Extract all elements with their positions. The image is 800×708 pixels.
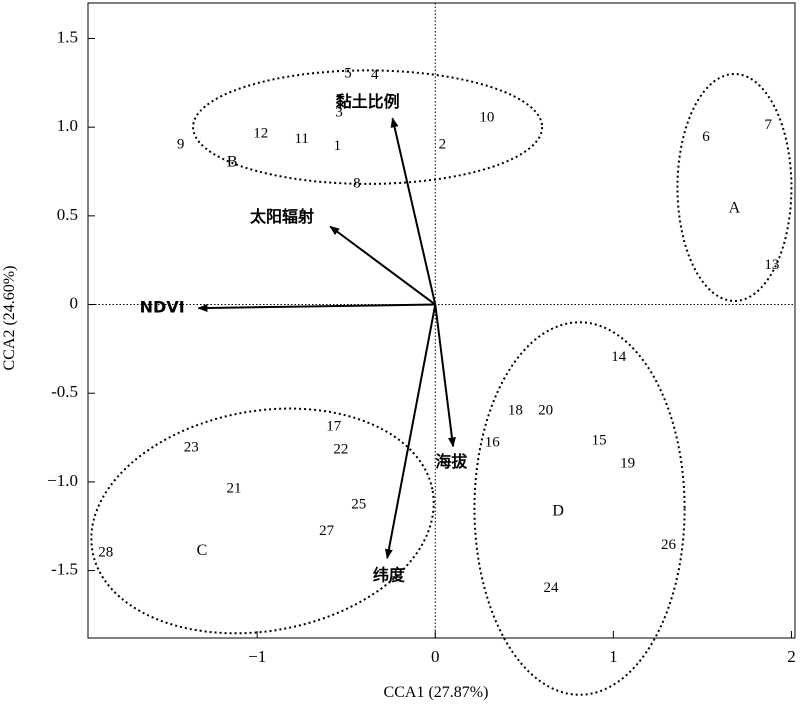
- site-point-5: 5: [344, 65, 352, 81]
- site-point-13: 13: [764, 257, 779, 273]
- group-ellipse-b: [192, 69, 544, 185]
- site-point-25: 25: [351, 496, 366, 512]
- site-point-26: 26: [661, 537, 677, 553]
- group-ellipse-c: [90, 407, 435, 635]
- vector-label: 纬度: [373, 565, 406, 584]
- site-point-12: 12: [253, 126, 268, 142]
- group-ellipse-a: [676, 72, 793, 302]
- site-point-19: 19: [620, 456, 635, 472]
- plot-frame: [87, 2, 796, 639]
- group-ellipse-d: [473, 321, 686, 696]
- group-label-d: D: [552, 503, 564, 520]
- vector-label: 太阳辐射: [249, 207, 314, 226]
- y-tick-label: 0: [70, 293, 79, 312]
- site-point-22: 22: [333, 441, 348, 457]
- x-tick-label: 1: [609, 647, 618, 666]
- site-point-15: 15: [592, 433, 607, 449]
- site-labels: 1 234567891011121314151617181920212223242…: [98, 65, 779, 595]
- site-point-20: 20: [538, 402, 553, 418]
- site-point-18: 18: [508, 402, 523, 418]
- x-tick-label: 2: [787, 647, 796, 666]
- vector-arrow: [384, 304, 437, 560]
- site-point-27: 27: [319, 523, 335, 539]
- site-point-16: 16: [485, 434, 501, 450]
- y-tick-label: 1.0: [57, 116, 78, 135]
- site-point-3: 3: [335, 104, 343, 120]
- site-point-14: 14: [611, 349, 627, 365]
- vector-label: NDVI: [140, 298, 185, 317]
- reference-lines: [88, 3, 795, 638]
- y-tick-label: −1.0: [47, 471, 78, 490]
- vector-arrow: [434, 304, 456, 448]
- site-point-10: 10: [479, 110, 494, 126]
- site-point-17: 17: [326, 418, 342, 434]
- y-tick-label: 1.5: [57, 27, 78, 46]
- group-label-a: A: [729, 199, 741, 216]
- x-tick-label: 0: [431, 647, 440, 666]
- site-point-1: 1: [334, 138, 342, 154]
- x-tick-label: −1: [248, 647, 266, 666]
- group-label-b: B: [227, 153, 238, 170]
- vector-label: 黏土比例: [336, 92, 400, 111]
- vector-arrow: [197, 303, 436, 312]
- y-tick-label: 0.5: [57, 205, 78, 224]
- site-point-2: 2: [439, 136, 447, 152]
- x-axis-title: CCA1 (27.87%): [384, 684, 489, 701]
- vector-arrow: [390, 117, 437, 305]
- axis-ticks: −1 0 1 21.51.00.50-0.5−1.0-1.5: [47, 27, 796, 666]
- site-point-24: 24: [544, 580, 560, 596]
- group-ellipses: A B C D: [90, 69, 793, 696]
- vector-label: 海拔: [435, 452, 468, 471]
- vector-arrow: [329, 225, 436, 306]
- site-point-9: 9: [177, 136, 185, 152]
- site-point-28: 28: [98, 544, 113, 560]
- site-point-6: 6: [702, 129, 710, 145]
- group-label-c: C: [197, 542, 208, 559]
- site-point-23: 23: [184, 440, 199, 456]
- y-tick-label: -1.5: [51, 560, 78, 579]
- y-tick-label: -0.5: [51, 382, 78, 401]
- site-point-8: 8: [353, 175, 361, 191]
- site-point-11: 11: [294, 131, 308, 147]
- site-point-7: 7: [765, 117, 773, 133]
- site-point-4: 4: [371, 67, 379, 83]
- y-axis-title: CCA2 (24.60%): [1, 266, 18, 371]
- site-point-21: 21: [227, 480, 242, 496]
